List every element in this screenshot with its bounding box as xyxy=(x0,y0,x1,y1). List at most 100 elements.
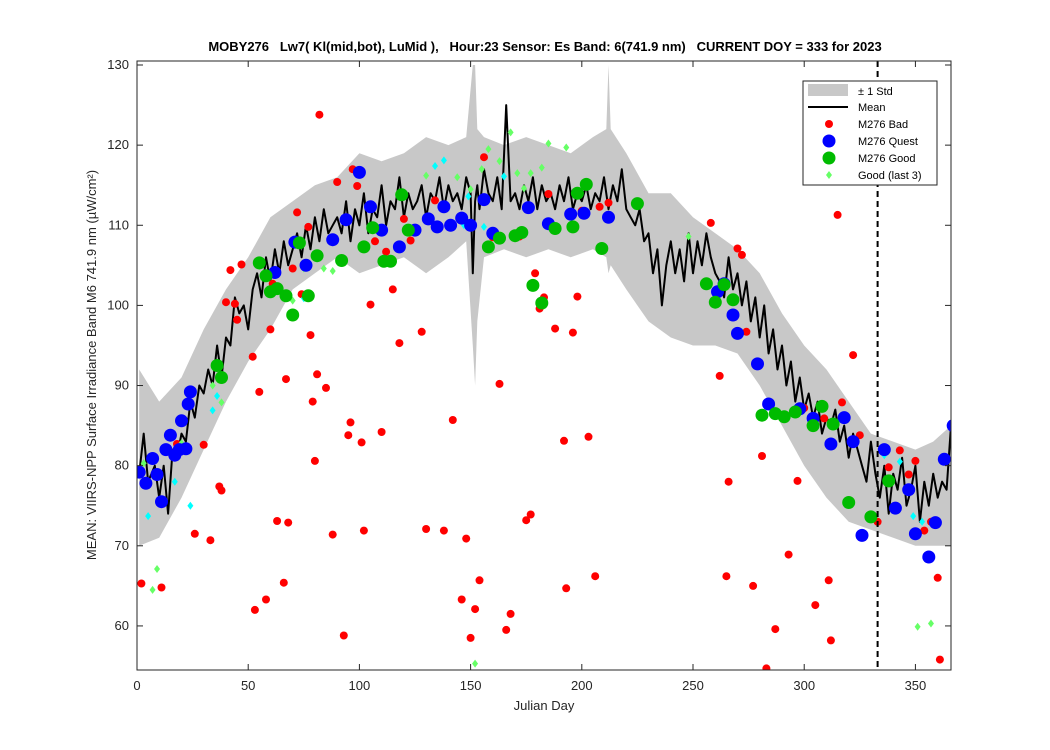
last3-good-point xyxy=(149,585,156,594)
good-point xyxy=(366,221,380,235)
bad-point xyxy=(526,510,535,519)
bad-point xyxy=(359,526,368,535)
x-tick-label: 50 xyxy=(241,678,255,693)
bad-point xyxy=(544,190,553,198)
good-point xyxy=(777,410,791,424)
quest-point xyxy=(922,550,936,564)
good-point xyxy=(595,242,609,255)
bad-point xyxy=(439,526,448,535)
bad-point xyxy=(475,576,484,585)
last3-good-point xyxy=(485,145,492,154)
quest-point xyxy=(150,468,164,481)
legend-std-label: ± 1 Std xyxy=(858,86,893,98)
good-point xyxy=(699,277,713,291)
bad-point xyxy=(157,583,166,592)
last3-good-point xyxy=(423,171,430,180)
last3-cyan-point xyxy=(187,501,194,510)
y-axis-label: MEAN: VIIRS-NPP Surface Irradiance Band … xyxy=(84,170,99,560)
last3-cyan-point xyxy=(440,156,447,165)
good-point xyxy=(292,236,306,250)
axes-box xyxy=(136,60,952,671)
bad-point xyxy=(308,397,317,406)
last3-good-point xyxy=(329,266,336,275)
good-point xyxy=(788,405,802,419)
y-tick-label: 80 xyxy=(115,458,129,473)
y-tick-label: 110 xyxy=(108,217,129,232)
bad-point xyxy=(724,477,733,486)
bad-point xyxy=(377,428,386,436)
last3-good-point xyxy=(507,128,514,137)
bad-point xyxy=(422,525,431,533)
bad-point xyxy=(591,572,600,581)
bad-point xyxy=(480,153,488,162)
good-point xyxy=(535,296,549,310)
last3-cyan-point xyxy=(465,192,472,201)
quest-point xyxy=(392,240,406,254)
bad-point xyxy=(250,605,259,614)
legend-box xyxy=(802,80,938,186)
plot-area xyxy=(137,61,951,670)
bad-point xyxy=(339,631,348,640)
last3-good-point xyxy=(545,139,552,148)
bad-point xyxy=(715,371,724,380)
bad-point xyxy=(742,327,751,336)
last3-cyan-point xyxy=(500,172,507,181)
good-point xyxy=(481,240,495,254)
bad-point xyxy=(262,595,270,604)
bad-point xyxy=(371,237,379,246)
bad-point xyxy=(562,584,571,593)
last3-good-point xyxy=(454,173,461,182)
legend-good-label: M276 Good xyxy=(858,153,915,165)
bad-point xyxy=(495,379,504,388)
bad-point xyxy=(758,452,766,460)
bad-point xyxy=(849,351,858,360)
last3-cyan-point xyxy=(145,512,152,521)
quest-point xyxy=(146,452,160,465)
bad-point xyxy=(502,625,511,634)
quest-point xyxy=(352,165,366,179)
y-tick-label: 120 xyxy=(107,137,129,152)
last3-good-point xyxy=(520,184,527,193)
bad-point xyxy=(255,387,264,396)
quest-point xyxy=(437,200,451,214)
last3-good-point xyxy=(685,232,692,241)
bad-point xyxy=(722,572,731,581)
bad-point xyxy=(506,609,515,618)
bad-point xyxy=(293,208,302,217)
good-point xyxy=(259,269,273,283)
bad-point xyxy=(417,327,426,336)
last3-cyan-point xyxy=(171,477,178,486)
last3-good-point xyxy=(218,398,225,407)
bad-point xyxy=(551,324,560,333)
good-point xyxy=(493,231,506,245)
bad-point xyxy=(382,247,391,256)
bad-point xyxy=(266,325,275,334)
good-point xyxy=(270,282,284,296)
bad-point xyxy=(304,222,313,231)
bad-point xyxy=(328,530,337,539)
bad-point xyxy=(531,269,540,278)
quest-point xyxy=(455,211,469,225)
good-point xyxy=(566,220,580,234)
last3-good-point xyxy=(563,143,570,152)
bad-point xyxy=(217,486,226,495)
good-point xyxy=(279,289,293,303)
y-tick-label: 60 xyxy=(115,618,129,633)
last3-cyan-point xyxy=(919,517,926,526)
good-point xyxy=(395,188,409,202)
quest-point xyxy=(464,218,478,232)
good-point xyxy=(726,293,740,307)
good-point xyxy=(335,254,349,267)
bad-point xyxy=(282,375,290,384)
bad-point xyxy=(353,182,362,190)
x-tick-label: 300 xyxy=(793,678,815,693)
quest-point xyxy=(564,207,578,221)
bad-point xyxy=(895,446,904,455)
bad-point xyxy=(357,438,366,447)
quest-point xyxy=(877,443,891,457)
good-point xyxy=(708,295,722,309)
bad-point xyxy=(310,456,319,465)
legend-good-swatch xyxy=(822,151,836,165)
quest-point xyxy=(751,357,764,371)
x-tick-label: 250 xyxy=(682,678,704,693)
